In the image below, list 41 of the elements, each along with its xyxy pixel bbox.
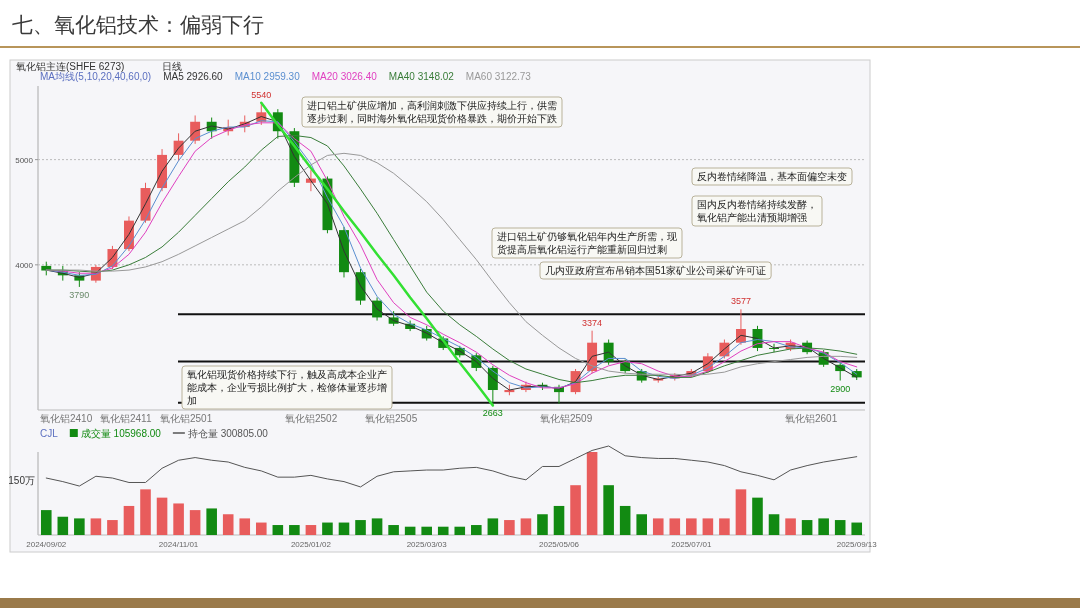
annotation: 几内亚政府宣布吊销本国51家矿业公司采矿许可证 (545, 265, 767, 276)
text: 日线 (162, 61, 182, 72)
annotation: 反内卷情绪降温，基本面偏空未变 (697, 171, 847, 182)
x-tick-label: 2025/05/06 (538, 540, 580, 549)
annotation: 3577 (730, 296, 751, 307)
x-tick-label: 2024/09/02 (26, 540, 67, 549)
x-tick-label: 2025/09/13 (836, 540, 878, 549)
text: MA5 2926.60 (163, 71, 224, 82)
legend-label: 持仓量 300805.00 (187, 428, 269, 439)
text: 氧化铝2501 (160, 413, 213, 424)
chart-subtitle: 氧化铝主连(SHFE 6273) (16, 61, 125, 72)
text: 氧化铝2502 (285, 413, 338, 424)
legend-label: 成交量 105968.00 (80, 428, 162, 439)
text: 氧化铝2509 (540, 413, 593, 424)
x-tick-label: 2025/01/02 (290, 540, 332, 549)
annotation: 3790 (69, 289, 90, 300)
annotation: 国内反内卷情绪持续发酵，氧化铝产能出清预期增强 (697, 199, 817, 223)
chart-title: 七、氧化铝技术：偏弱下行 (12, 13, 264, 36)
annotation: 5540 (251, 89, 272, 100)
x-tick-label: 2025/07/01 (671, 540, 712, 549)
text: MA10 2959.30 (234, 71, 301, 82)
legend-title: CJL (40, 428, 59, 439)
annotation: 2663 (482, 408, 503, 419)
text: 氧化铝2505 (365, 413, 418, 424)
x-tick-label: 2025/03/03 (406, 540, 448, 549)
text: MA20 3026.40 (311, 71, 378, 82)
text: MA60 3122.73 (465, 71, 532, 82)
y-tick-label: 5000 (15, 155, 34, 165)
text: 150万 (8, 475, 35, 486)
annotation: 进口铝土矿仍够氧化铝年内生产所需，现货提高后氧化铝运行产能重新回归过剩 (497, 231, 677, 255)
annotation: 氧化铝现货价格持续下行，触及高成本企业产能成本，企业亏损比例扩大，检修体量逐步增加 (187, 369, 387, 406)
text: 氧化铝2601 (785, 413, 838, 424)
annotation: 3374 (582, 317, 603, 328)
legend-title: MA均线(5,10,20,40,60,0) (40, 71, 152, 82)
text: 氧化铝2410 (40, 413, 93, 424)
y-tick-label: 4000 (15, 260, 34, 270)
annotation: 进口铝土矿供应增加，高利润刺激下供应持续上行，供需逐步过剩，同时海外氧化铝现货价格暴跌，期价开始下跌 (307, 100, 557, 124)
x-tick-label: 2024/11/01 (158, 540, 199, 549)
annotation: 2900 (830, 383, 851, 394)
text: MA40 3148.02 (388, 71, 455, 82)
text: 氧化铝2411 (100, 413, 152, 424)
